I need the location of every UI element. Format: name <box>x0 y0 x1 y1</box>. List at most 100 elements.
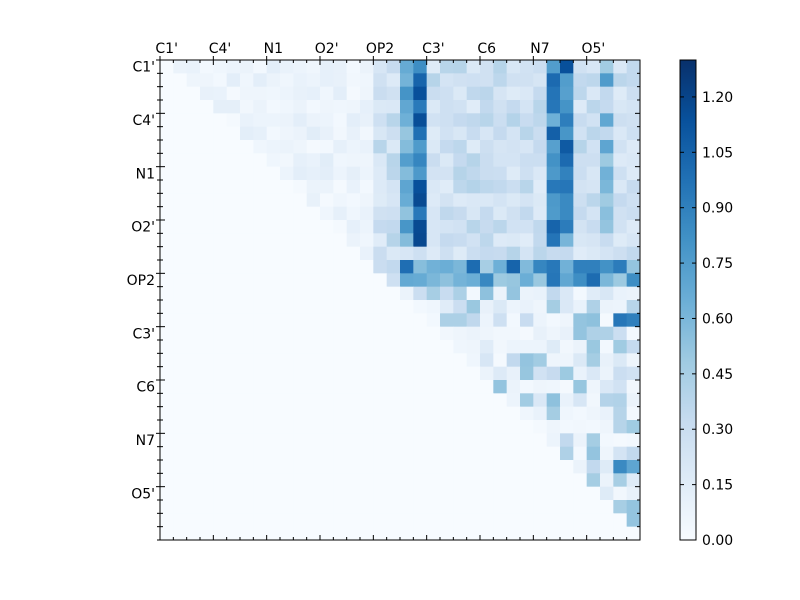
heatmap-cell <box>160 73 174 88</box>
heatmap-cell <box>466 473 481 488</box>
heatmap-cell <box>613 220 628 234</box>
heatmap-cell <box>400 340 414 354</box>
heatmap-cell <box>426 86 441 101</box>
heatmap-cell <box>493 193 508 208</box>
heatmap-cell <box>600 286 614 301</box>
heatmap-cell <box>266 100 281 114</box>
heatmap-cell <box>226 446 241 461</box>
heatmap-cell <box>453 260 468 274</box>
heatmap-cell <box>293 300 308 314</box>
heatmap-cell <box>173 473 188 488</box>
heatmap-cell <box>520 273 534 288</box>
heatmap-cell <box>493 500 508 514</box>
heatmap-cell <box>506 86 521 101</box>
heatmap-cell <box>360 286 374 301</box>
heatmap-cell <box>200 246 214 261</box>
heatmap-cell <box>493 340 508 354</box>
heatmap-cell <box>586 100 601 114</box>
heatmap-cell <box>586 500 601 514</box>
heatmap-cell <box>520 300 534 314</box>
heatmap-cell <box>440 353 454 368</box>
heatmap-cell <box>533 380 548 394</box>
heatmap-cell <box>160 513 174 528</box>
heatmap-cell <box>293 166 308 181</box>
heatmap-cell <box>520 126 534 141</box>
heatmap-cell <box>400 446 414 461</box>
heatmap-cell <box>426 246 441 261</box>
heatmap-cell <box>426 73 441 88</box>
heatmap-cell <box>373 100 388 114</box>
heatmap-cell <box>346 126 361 141</box>
heatmap-cell <box>426 206 441 221</box>
heatmap-cell <box>173 313 188 328</box>
heatmap-cell <box>346 513 361 528</box>
heatmap-cell <box>173 366 188 381</box>
heatmap-cell <box>280 153 294 168</box>
heatmap-cell <box>520 233 534 248</box>
heatmap-cell <box>466 180 481 194</box>
heatmap-cell <box>200 166 214 181</box>
heatmap-cell <box>480 300 494 314</box>
heatmap-cell <box>186 366 201 381</box>
heatmap-cell <box>280 193 294 208</box>
heatmap-cell <box>453 313 468 328</box>
heatmap-cell <box>333 393 348 408</box>
heatmap-cell <box>213 60 228 74</box>
heatmap-cell <box>213 313 228 328</box>
heatmap-cell <box>173 140 188 154</box>
heatmap-cell <box>386 353 401 368</box>
heatmap-cell <box>586 406 601 421</box>
heatmap-cell <box>306 86 321 101</box>
heatmap-cell <box>493 526 508 541</box>
heatmap-cell <box>600 380 614 394</box>
heatmap-cell <box>346 460 361 474</box>
heatmap-cell <box>440 420 454 434</box>
heatmap-cell <box>200 273 214 288</box>
heatmap-cell <box>493 486 508 501</box>
heatmap-cell <box>453 113 468 128</box>
heatmap-cell <box>466 526 481 541</box>
heatmap-cell <box>360 513 374 528</box>
heatmap-cell <box>333 300 348 314</box>
heatmap-cell <box>280 393 294 408</box>
heatmap-cell <box>586 166 601 181</box>
heatmap-cell <box>320 73 334 88</box>
heatmap-cell <box>533 140 548 154</box>
heatmap-cell <box>293 60 308 74</box>
heatmap-cell <box>613 486 628 501</box>
heatmap-cell <box>360 166 374 181</box>
heatmap-cell <box>600 206 614 221</box>
heatmap-cell <box>413 513 428 528</box>
heatmap-cell <box>400 73 414 88</box>
heatmap-cell <box>533 73 548 88</box>
heatmap-cell <box>520 153 534 168</box>
heatmap-cell <box>333 206 348 221</box>
heatmap-cell <box>320 406 334 421</box>
heatmap-cell <box>600 260 614 274</box>
heatmap-cell <box>346 273 361 288</box>
heatmap-cell <box>173 340 188 354</box>
heatmap-cell <box>520 340 534 354</box>
heatmap-cell <box>186 300 201 314</box>
heatmap-cell <box>240 420 254 434</box>
heatmap-cell <box>466 420 481 434</box>
heatmap-cell <box>533 273 548 288</box>
heatmap-cell <box>520 206 534 221</box>
heatmap-cell <box>266 166 281 181</box>
heatmap-cell <box>186 393 201 408</box>
heatmap-cell <box>293 260 308 274</box>
heatmap-cell <box>600 340 614 354</box>
heatmap-cell <box>506 526 521 541</box>
heatmap-cell <box>400 513 414 528</box>
y-tick-label: O2' <box>131 220 155 236</box>
heatmap-cell <box>266 513 281 528</box>
heatmap-cell <box>226 500 241 514</box>
heatmap-cell <box>453 180 468 194</box>
heatmap-cell <box>413 126 428 141</box>
heatmap-cell <box>266 233 281 248</box>
heatmap-cell <box>306 233 321 248</box>
heatmap-cell <box>453 220 468 234</box>
heatmap-cell <box>573 513 588 528</box>
heatmap-cell <box>506 233 521 248</box>
heatmap-cell <box>306 166 321 181</box>
